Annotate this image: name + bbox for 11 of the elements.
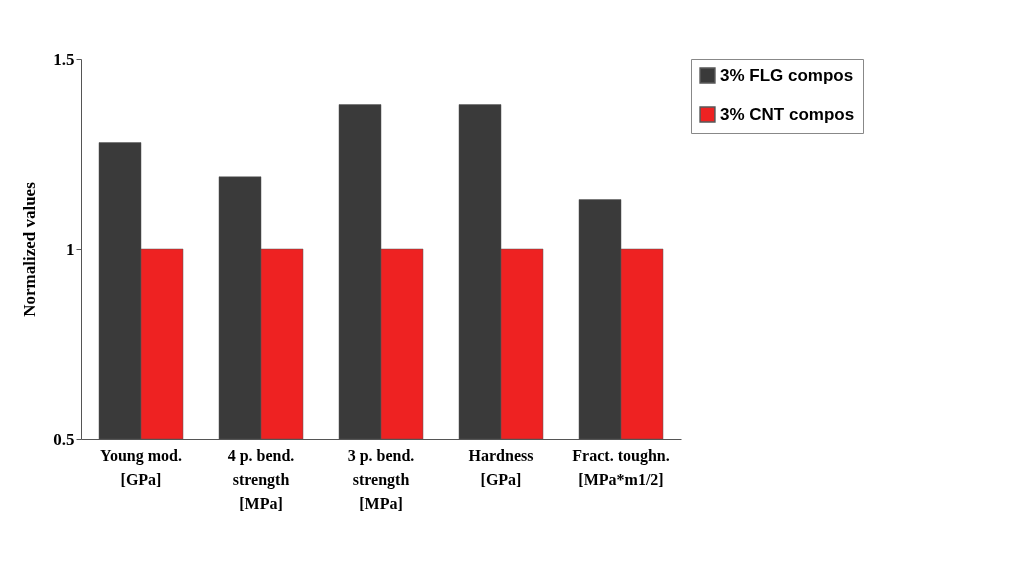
- x-tick-label: Young mod. [GPa]: [100, 446, 182, 488]
- x-tick-label: Fract. toughn. [MPa*m1/2]: [572, 446, 670, 488]
- legend-label: 3% CNT compos: [720, 104, 855, 124]
- y-tick-label: 1.5: [53, 49, 75, 69]
- y-tick-label: 1: [66, 239, 75, 259]
- legend-label: 3% FLG compos: [720, 65, 854, 85]
- x-tick-label: Hardness [GPa]: [468, 446, 534, 488]
- y-axis-title: Normalized values: [20, 181, 40, 317]
- x-tick-label: 3 p. bend. strength [MPa]: [347, 446, 415, 512]
- y-tick-label: 0.5: [53, 429, 75, 449]
- x-tick-label: 4 p. bend. strength [MPa]: [227, 446, 295, 512]
